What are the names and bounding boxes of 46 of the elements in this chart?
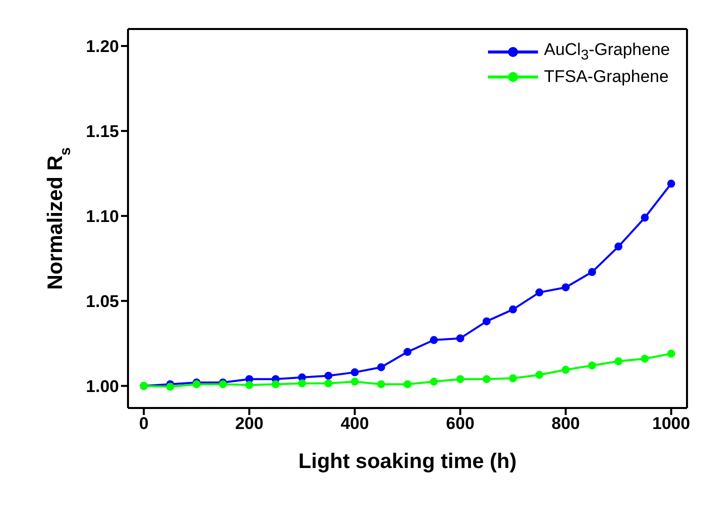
point: [588, 268, 596, 276]
x-axis-title: Light soaking time (h): [298, 450, 517, 473]
point: [614, 357, 622, 366]
x-tick-label: 200: [235, 414, 264, 434]
point: [430, 378, 438, 386]
point: [272, 380, 280, 388]
point: [166, 382, 174, 391]
point: [456, 375, 464, 384]
point: [377, 380, 386, 388]
x-tick-label: 800: [552, 414, 580, 434]
legend-label: AuCl$_{3}$-Graphene: [544, 40, 670, 64]
point: [667, 180, 676, 188]
point: [614, 242, 622, 251]
point: [482, 375, 491, 384]
y-tick-label: 1.15: [86, 122, 119, 142]
x-tick-label: 400: [340, 414, 369, 434]
x-tick-label: 600: [446, 414, 474, 434]
point: [640, 214, 649, 222]
x-tick-label: 0: [139, 414, 149, 434]
point: [430, 336, 438, 344]
y-tick-label: 1.10: [86, 206, 119, 226]
point: [324, 379, 332, 388]
point: [456, 334, 464, 342]
point: [508, 374, 517, 382]
point: [404, 348, 412, 356]
point: [562, 366, 570, 374]
point: [482, 317, 491, 326]
point: [667, 350, 676, 358]
point: [535, 370, 544, 379]
point: [350, 368, 359, 376]
y-tick-label: 1.05: [86, 292, 119, 311]
point: [535, 288, 544, 296]
y-tick-label: 1.20: [86, 37, 119, 56]
point: [404, 380, 412, 388]
point: [377, 363, 386, 372]
x-tick-label: 1000: [652, 414, 690, 434]
point: [324, 372, 332, 380]
point: [298, 379, 306, 388]
y-tick-label: 1.00: [86, 376, 119, 396]
point: [588, 362, 596, 370]
point: [640, 354, 649, 363]
point: [350, 378, 359, 386]
legend-label: TFSA-Graphene: [544, 67, 669, 88]
point: [245, 381, 254, 390]
point: [508, 305, 517, 314]
point: [562, 283, 570, 292]
